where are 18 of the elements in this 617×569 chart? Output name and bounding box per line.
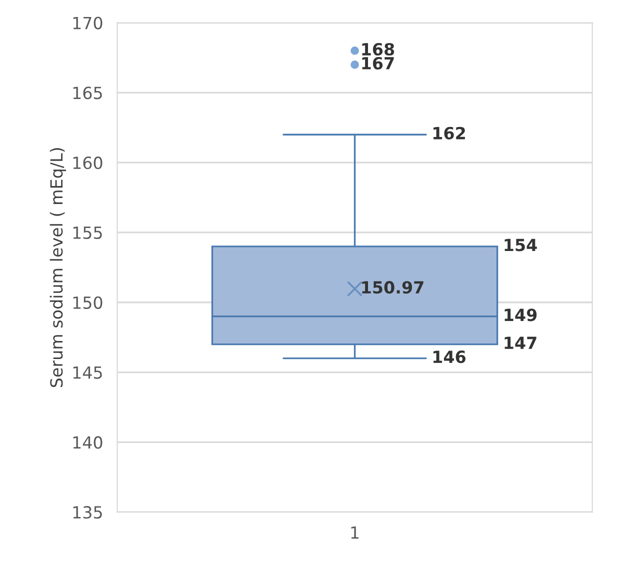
y-tick-label: 160 [73,156,102,170]
y-tick-label: 170 [73,16,102,30]
annotation: 149 [504,308,537,322]
x-tick-label: 1 [351,526,359,539]
annotation: 150.97 [362,281,424,294]
annotation: 167 [362,56,394,70]
y-tick-label: 140 [73,436,102,449]
annotation: 162 [433,126,465,140]
annotation: 154 [504,238,537,252]
y-tick-label: 145 [73,366,102,379]
annotation: 168 [362,42,394,56]
y-tick-label: 165 [73,86,102,100]
y-tick-label: 150 [73,296,102,309]
y-tick-label: 135 [73,506,102,519]
annotation: 146 [433,350,466,364]
y-tick-label: 155 [73,226,102,240]
annotation: 147 [504,336,536,349]
y-axis-title: Serum sodium level ( mEq/L) [50,148,66,388]
